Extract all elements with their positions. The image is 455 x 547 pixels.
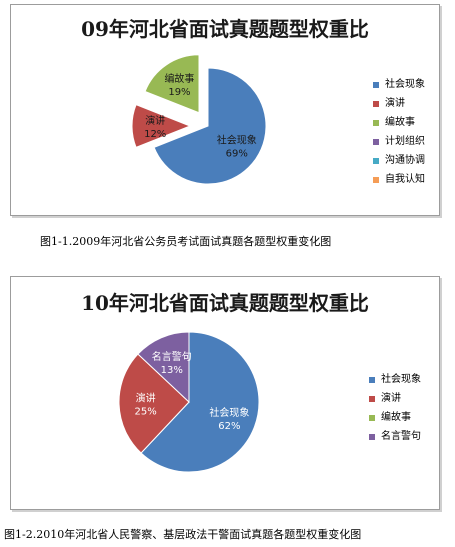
legend-swatch [373, 157, 379, 164]
legend-swatch [369, 376, 375, 383]
slice-category-label: 社会现象 [217, 134, 257, 147]
slice-percent-label: 62% [218, 421, 240, 432]
slice-percent-label: 13% [161, 365, 183, 376]
legend-item: 编故事 [373, 113, 425, 132]
legend-item: 计划组织 [373, 132, 425, 151]
slice-category-label: 编故事 [164, 72, 194, 85]
legend-swatch [373, 100, 379, 107]
slice-percent-label: 69% [226, 149, 248, 160]
chart-title: 09年河北省面试真题题型权重比 [81, 17, 369, 41]
legend-swatch [369, 433, 375, 440]
figure-caption: 图1-2.2010年河北省人民警察、基层政法干警面试真题各题型权重变化图 [4, 528, 362, 541]
slice-percent-label: 19% [168, 87, 190, 98]
legend-item: 演讲 [369, 389, 421, 408]
legend-label: 社会现象 [381, 374, 421, 385]
legend-2010: 社会现象 演讲 编故事 名言警句 [369, 370, 421, 446]
slice-percent-label: 25% [135, 406, 157, 417]
legend-label: 演讲 [381, 393, 401, 404]
pie-svg-2010: 社会现象 62% 演讲 25% 名言警句 13% [118, 331, 260, 473]
legend-label: 社会现象 [385, 79, 425, 90]
legend-item: 沟通协调 [373, 151, 425, 170]
legend-item: 名言警句 [369, 427, 421, 446]
slice-category-label: 社会现象 [209, 406, 249, 419]
pie-slice [137, 331, 190, 404]
slice-category-label: 演讲 [145, 114, 165, 127]
pie-slice [131, 103, 192, 149]
legend-swatch [369, 395, 375, 402]
legend-item: 自我认知 [373, 170, 425, 189]
figure-caption: 图1-1.2009年河北省公务员考试面试真题各题型权重变化图 [40, 235, 332, 248]
chart-title: 10年河北省面试真题题型权重比 [81, 291, 369, 315]
legend-label: 编故事 [385, 117, 415, 128]
pie-svg-2009: 社会现象 69% 演讲 12% 编故事 19% [131, 54, 267, 185]
legend-label: 编故事 [381, 412, 411, 423]
legend-swatch [373, 138, 379, 145]
legend-item: 演讲 [373, 94, 425, 113]
pie-slice [140, 331, 260, 473]
legend-item: 社会现象 [373, 75, 425, 94]
legend-swatch [373, 176, 379, 183]
pie-slice [144, 54, 200, 114]
slice-category-label: 演讲 [136, 391, 156, 404]
legend-2009: 社会现象 演讲 编故事 计划组织 沟通协调 自我认知 [373, 75, 425, 189]
slice-category-label: 名言警句 [152, 350, 192, 363]
legend-label: 名言警句 [381, 431, 421, 442]
legend-label: 自我认知 [385, 174, 425, 185]
legend-item: 编故事 [369, 408, 421, 427]
chart-2009: 09年河北省面试真题题型权重比 社会现象 69% 演讲 12% 编故事 19% 社会现象 … [10, 4, 440, 216]
legend-swatch [373, 119, 379, 126]
slice-percent-label: 12% [144, 129, 166, 140]
pie-slice [153, 67, 267, 185]
legend-item: 社会现象 [369, 370, 421, 389]
legend-label: 沟通协调 [385, 155, 425, 166]
legend-label: 演讲 [385, 98, 405, 109]
legend-swatch [373, 81, 379, 88]
legend-swatch [369, 414, 375, 421]
pie-slice [118, 353, 190, 454]
legend-label: 计划组织 [385, 136, 425, 147]
chart-2010: 10年河北省面试真题题型权重比 社会现象 62% 演讲 25% 名言警句 13% 社会现象… [10, 276, 440, 510]
